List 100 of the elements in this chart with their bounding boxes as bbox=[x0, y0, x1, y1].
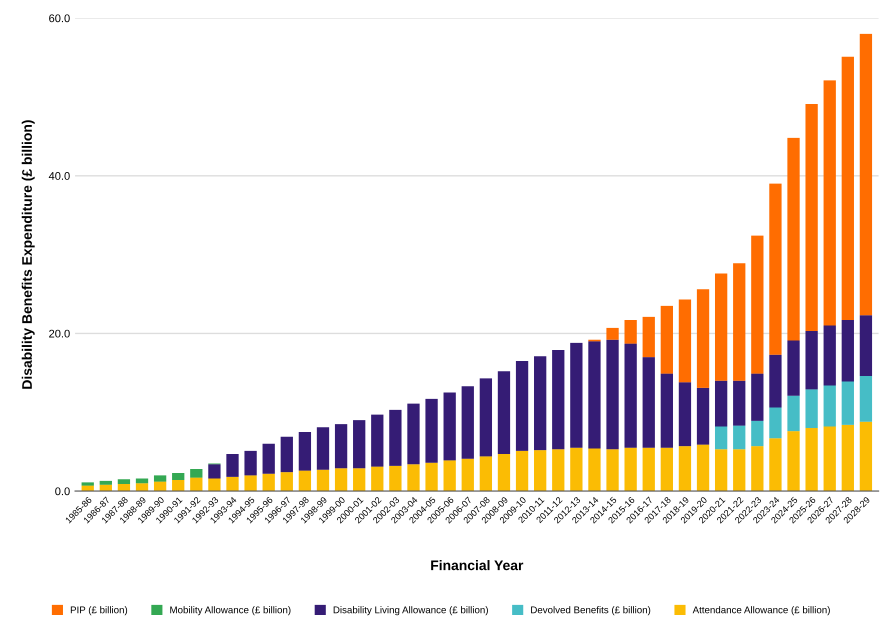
bar bbox=[534, 356, 546, 450]
bar bbox=[733, 426, 746, 450]
bar bbox=[82, 482, 94, 486]
bar bbox=[208, 478, 221, 492]
bar bbox=[462, 386, 474, 459]
bar bbox=[733, 380, 746, 426]
bar bbox=[570, 342, 583, 448]
bar bbox=[624, 344, 637, 448]
bar bbox=[824, 80, 836, 326]
bar bbox=[118, 479, 130, 484]
bar bbox=[136, 478, 148, 484]
bar bbox=[805, 104, 818, 332]
bar bbox=[190, 478, 202, 492]
bar bbox=[660, 306, 673, 374]
bar bbox=[588, 341, 601, 449]
bar bbox=[714, 380, 728, 426]
x-axis-title: Financial Year bbox=[431, 560, 524, 570]
bar bbox=[769, 438, 782, 492]
y-axis-title: Disability Benefits Expenditure (£ billion) bbox=[22, 120, 35, 389]
bar bbox=[172, 472, 184, 480]
legend-label: Attendance Allowance (£ billion) bbox=[692, 606, 830, 616]
bar bbox=[678, 382, 692, 446]
bar bbox=[226, 476, 239, 492]
legend-label: Disability Living Allowance (£ billion) bbox=[334, 606, 488, 616]
bar bbox=[244, 450, 257, 476]
bar bbox=[100, 480, 112, 485]
bar bbox=[316, 470, 330, 492]
bar bbox=[751, 420, 764, 446]
bar bbox=[860, 34, 872, 316]
bar bbox=[136, 483, 148, 492]
bar bbox=[842, 382, 854, 425]
bar bbox=[624, 320, 637, 344]
bar bbox=[678, 300, 692, 382]
bar bbox=[516, 450, 528, 492]
bar bbox=[444, 392, 456, 460]
bar bbox=[316, 427, 330, 470]
bar bbox=[751, 446, 764, 492]
bar bbox=[606, 328, 619, 340]
bar bbox=[498, 371, 510, 454]
bar bbox=[588, 448, 601, 492]
bar bbox=[280, 472, 293, 492]
bar bbox=[444, 460, 456, 492]
bar bbox=[769, 408, 782, 438]
bar bbox=[642, 357, 655, 448]
legend-label: Mobility Allowance (£ billion) bbox=[170, 606, 290, 616]
bar bbox=[82, 486, 94, 492]
bar bbox=[498, 454, 510, 492]
bar bbox=[769, 354, 782, 408]
bar bbox=[353, 468, 366, 492]
y-tick-label: 0.0 bbox=[55, 487, 70, 496]
bar bbox=[606, 340, 619, 450]
bar bbox=[334, 424, 348, 468]
bar bbox=[425, 462, 438, 492]
bar bbox=[208, 464, 221, 478]
bar bbox=[425, 398, 438, 463]
bar bbox=[244, 475, 257, 492]
bar bbox=[824, 326, 836, 386]
bar bbox=[714, 426, 728, 450]
bar bbox=[298, 432, 312, 471]
bar bbox=[860, 422, 872, 492]
bar bbox=[733, 263, 746, 381]
bar bbox=[262, 444, 275, 474]
bar bbox=[714, 274, 728, 381]
bar bbox=[805, 331, 818, 390]
bar bbox=[714, 449, 728, 492]
bar bbox=[678, 446, 692, 492]
bar bbox=[751, 236, 764, 374]
bar bbox=[298, 470, 312, 492]
bar bbox=[389, 466, 402, 492]
bar bbox=[516, 361, 528, 451]
bar bbox=[154, 482, 166, 492]
bar bbox=[280, 436, 293, 472]
bar bbox=[805, 428, 818, 492]
bar bbox=[787, 340, 800, 396]
y-tick-label: 40.0 bbox=[48, 172, 70, 180]
bar bbox=[660, 448, 673, 492]
bar bbox=[190, 469, 202, 478]
bar bbox=[660, 374, 673, 448]
bar bbox=[407, 404, 420, 464]
legend-label: PIP (£ billion) bbox=[70, 606, 128, 616]
bar bbox=[226, 454, 239, 477]
bar bbox=[842, 424, 854, 492]
bar bbox=[624, 448, 637, 492]
bar bbox=[733, 449, 746, 492]
bar bbox=[824, 426, 836, 492]
bar bbox=[696, 444, 710, 492]
bar bbox=[696, 289, 710, 388]
bar bbox=[787, 138, 800, 341]
bar bbox=[606, 449, 619, 492]
bar bbox=[371, 414, 384, 467]
y-tick-label: 20.0 bbox=[49, 330, 70, 338]
legend-label: Devolved Benefits (£ billion) bbox=[531, 606, 650, 616]
bar bbox=[334, 468, 348, 492]
bar bbox=[696, 388, 710, 445]
bar bbox=[353, 420, 366, 468]
bar bbox=[407, 464, 420, 492]
bar bbox=[262, 474, 275, 492]
bar bbox=[842, 320, 854, 382]
bar bbox=[371, 466, 384, 492]
bar bbox=[552, 350, 564, 450]
